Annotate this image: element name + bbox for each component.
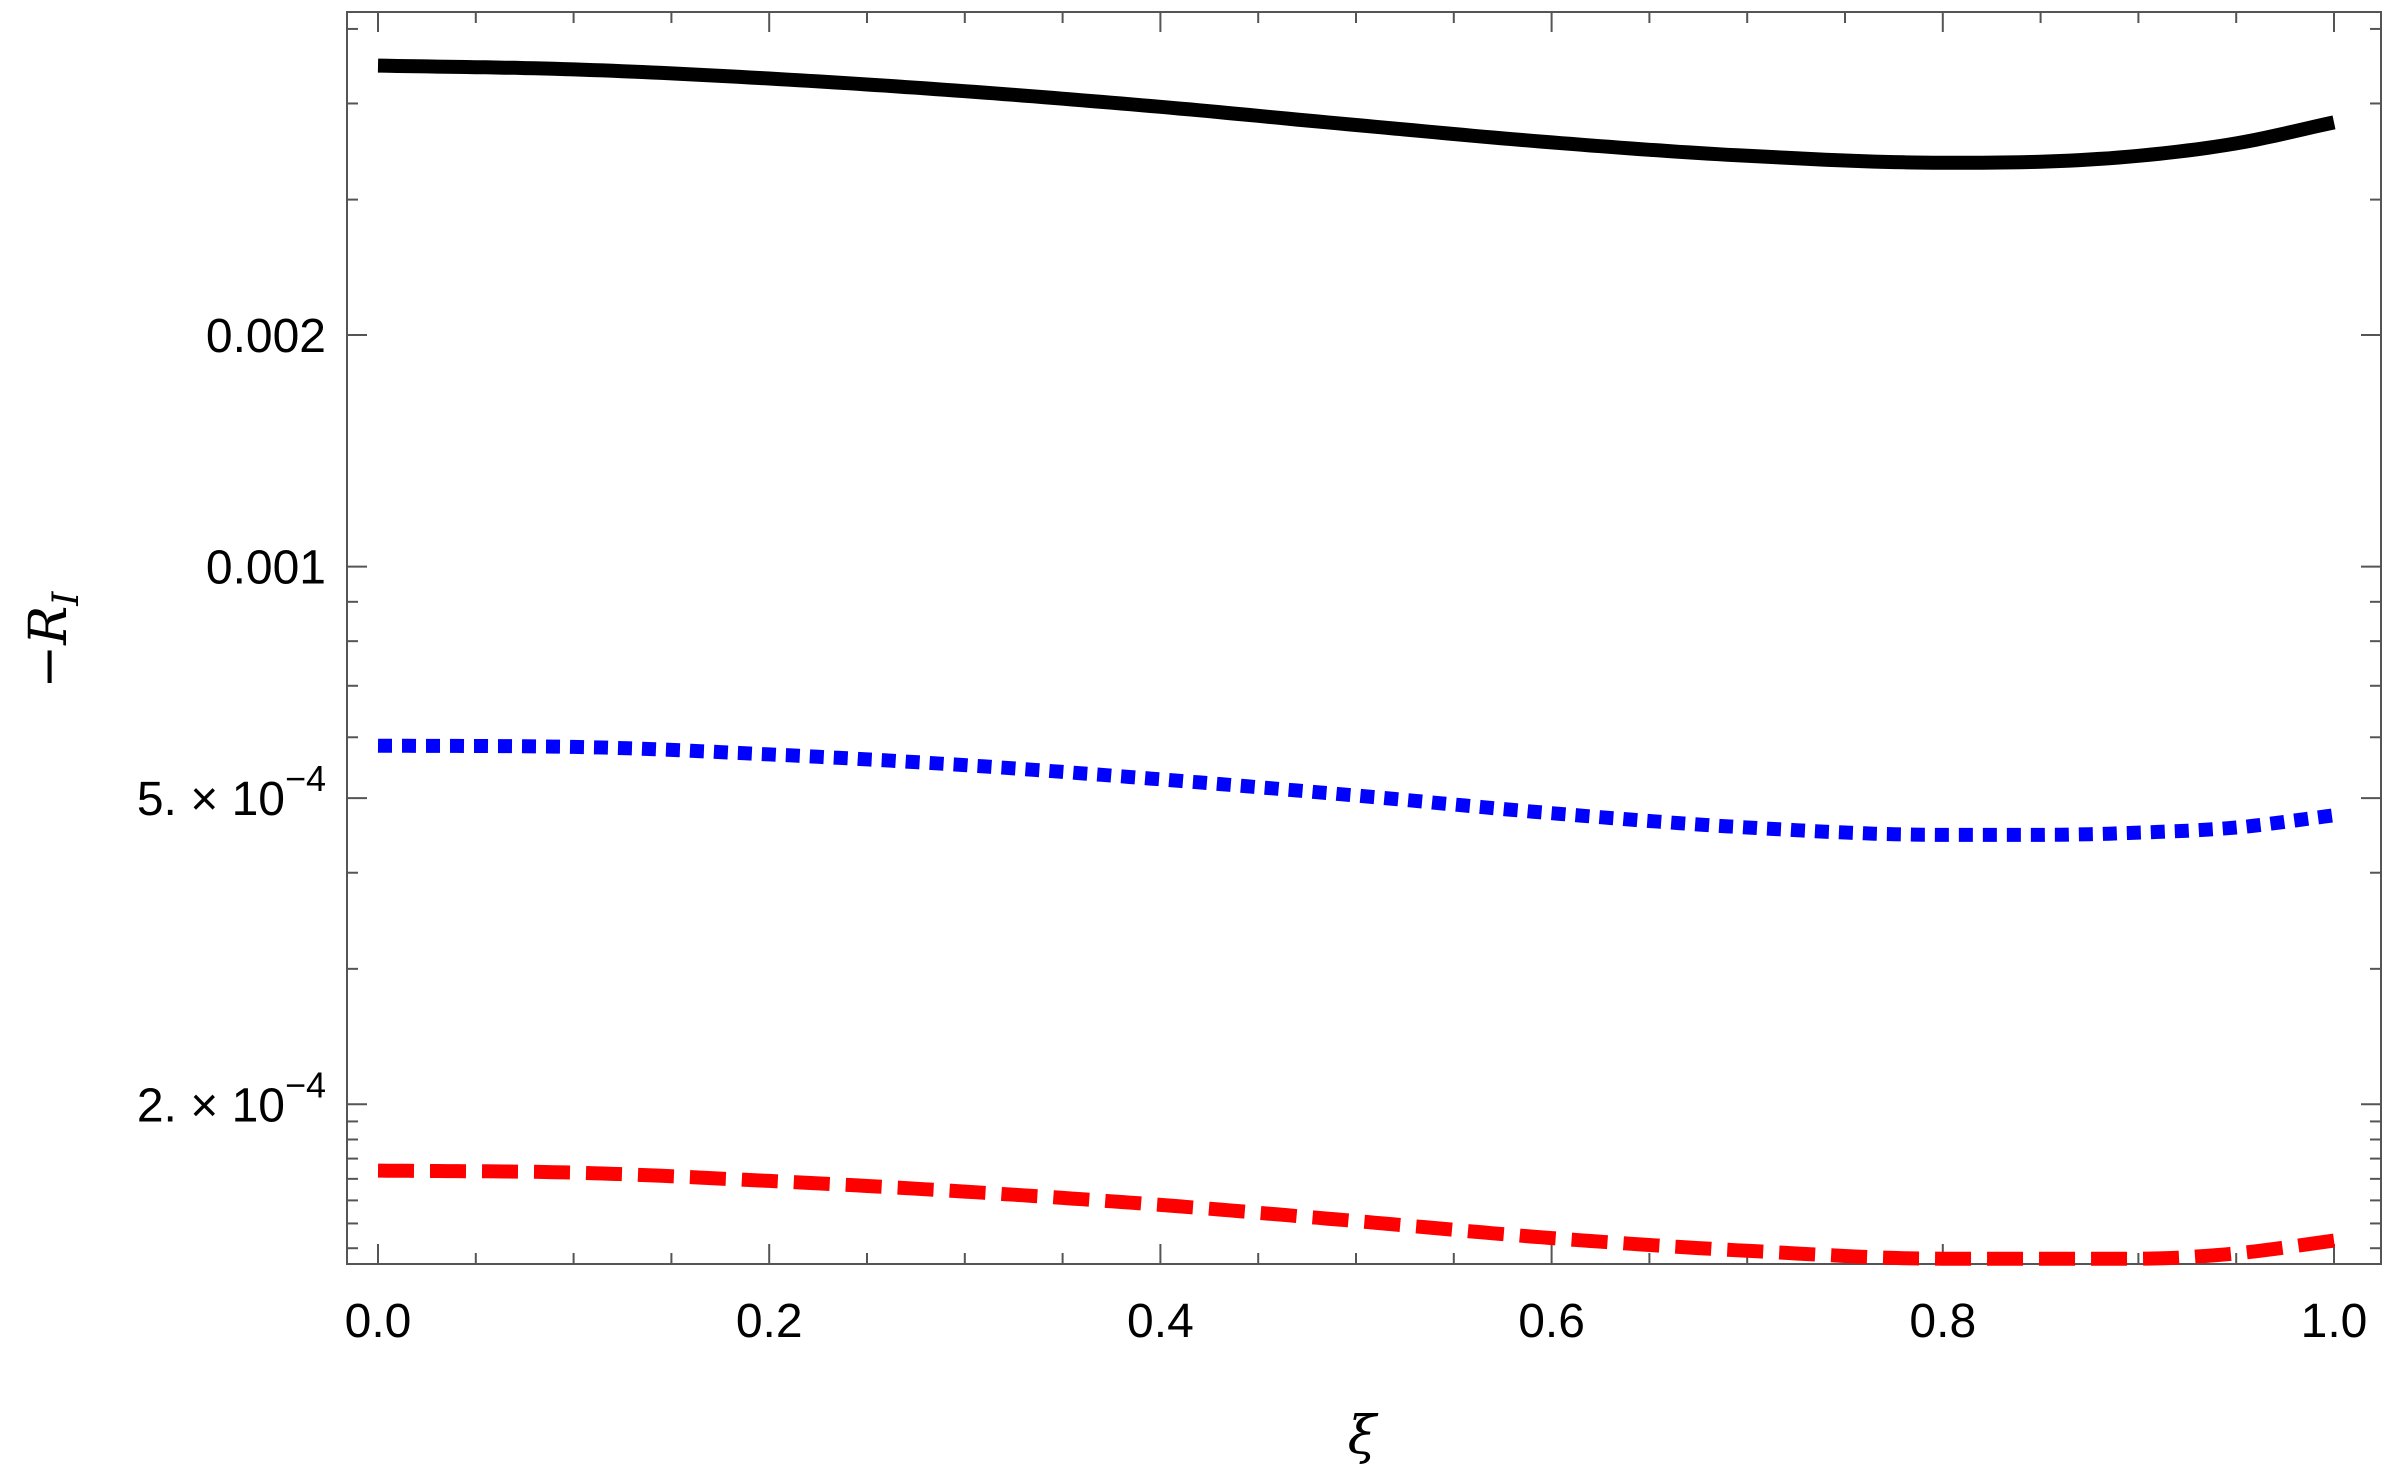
y-axis-label: −RI xyxy=(19,591,87,689)
axis-ticks xyxy=(347,12,2381,1264)
y-tick-exponent: −4 xyxy=(285,758,326,799)
y-tick-label: 2. × 10−4 xyxy=(137,1064,326,1132)
y-tick-mantissa: 5. × 10 xyxy=(137,773,285,826)
x-tick-label: 0.6 xyxy=(1518,1295,1585,1348)
x-tick-label: 0.2 xyxy=(736,1295,803,1348)
svg-text:−RI: −RI xyxy=(19,591,87,689)
y-tick-label: 5. × 10−4 xyxy=(137,758,326,826)
series-group xyxy=(377,58,2336,1266)
plot-frame xyxy=(346,11,2382,1265)
y-tick-mantissa: 2. × 10 xyxy=(137,1079,285,1132)
y-tick-label: 0.001 xyxy=(206,542,326,595)
series-line-dotted xyxy=(377,738,2335,842)
x-axis-label: ξ xyxy=(1348,1406,1379,1466)
y-tick-exponent: −4 xyxy=(285,1064,326,1105)
y-tick-label: 0.002 xyxy=(206,310,326,363)
series-line-dashed xyxy=(377,1163,2335,1266)
x-tick-label: 1.0 xyxy=(2301,1295,2368,1348)
x-tick-label: 0.8 xyxy=(1909,1295,1976,1348)
y-axis-label-main: −R xyxy=(19,606,79,689)
series-line-solid xyxy=(377,58,2336,170)
y-axis-label-subscript: I xyxy=(46,591,87,607)
tick-labels: 0.0 0.2 0.4 0.6 0.8 1.02. × 10−45. × 10−40.00… xyxy=(137,310,2368,1348)
x-tick-label: 0.4 xyxy=(1127,1295,1194,1348)
x-tick-label: 0.0 xyxy=(345,1295,412,1348)
